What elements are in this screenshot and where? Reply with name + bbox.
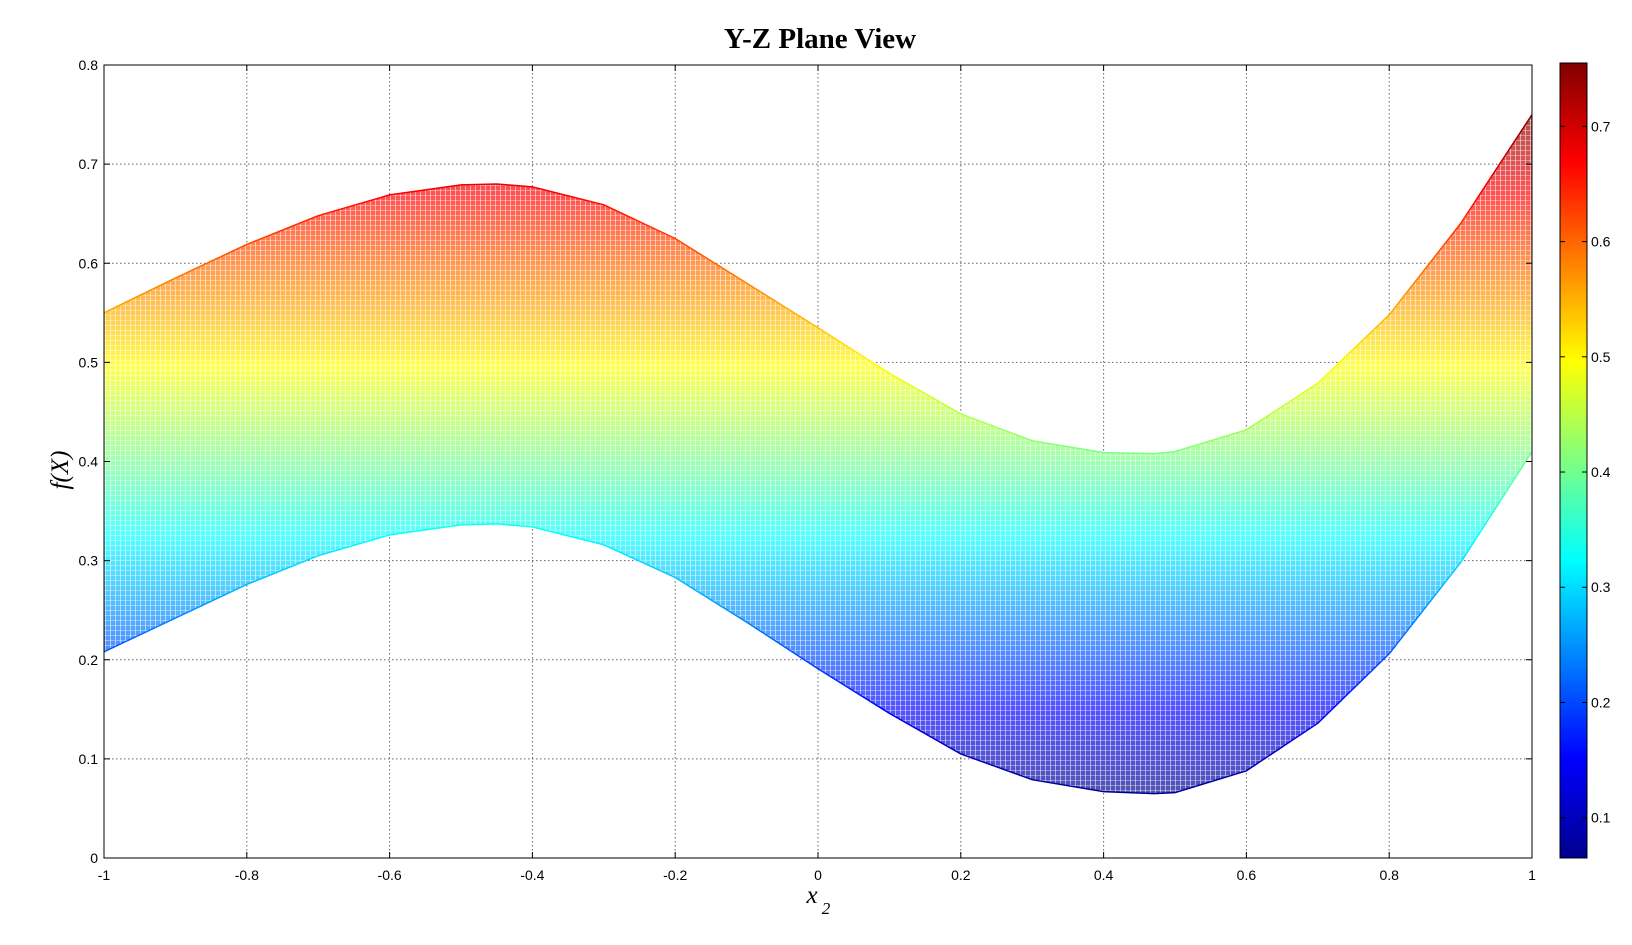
x-tick-label: 0.8 bbox=[1379, 867, 1399, 883]
x-tick-label: 1 bbox=[1528, 867, 1536, 883]
y-tick-label: 0.1 bbox=[79, 751, 99, 767]
colorbar-gradient bbox=[1559, 62, 1588, 859]
x-tick-label: -1 bbox=[98, 867, 111, 883]
colorbar-tick-label: 0.4 bbox=[1591, 464, 1611, 480]
y-tick-label: 0.7 bbox=[79, 156, 99, 172]
plot-area: -1 -0.8 -0.6 -0.4 -0.2 0 0.2 0.4 0.6 0.8 1 0 0.1 0.2… bbox=[79, 57, 1537, 883]
colorbar-tick-label: 0.7 bbox=[1591, 118, 1611, 134]
y-tick-label: 0.8 bbox=[79, 57, 99, 73]
y-axis-ticks: 0 0.1 0.2 0.3 0.4 0.5 0.6 0.7 0.8 bbox=[79, 57, 1532, 866]
y-tick-label: 0.2 bbox=[79, 652, 99, 668]
x-axis-label-subscript: 2 bbox=[822, 899, 831, 918]
y-tick-label: 0.4 bbox=[79, 454, 99, 470]
surface-lower-edge bbox=[104, 451, 1532, 795]
x-tick-label: -0.2 bbox=[663, 867, 687, 883]
y-tick-label: 0.5 bbox=[79, 354, 99, 370]
x-tick-label: 0.4 bbox=[1094, 867, 1114, 883]
colorbar-tick-label: 0.3 bbox=[1591, 579, 1611, 595]
surface-band bbox=[104, 114, 1532, 795]
colorbar-ticks: 0.1 0.2 0.3 0.4 0.5 0.6 0.7 bbox=[1560, 118, 1611, 826]
colorbar-tick-label: 0.5 bbox=[1591, 349, 1611, 365]
y-axis-label: f(X) bbox=[47, 451, 74, 490]
x-tick-label: -0.8 bbox=[235, 867, 259, 883]
x-axis-label-main: x bbox=[805, 882, 817, 909]
x-axis-ticks: -1 -0.8 -0.6 -0.4 -0.2 0 0.2 0.4 0.6 0.8 1 bbox=[98, 65, 1536, 883]
colorbar-tick-label: 0.2 bbox=[1591, 694, 1611, 710]
x-tick-label: 0.2 bbox=[951, 867, 971, 883]
colorbar-tick-label: 0.1 bbox=[1591, 810, 1611, 826]
y-tick-label: 0 bbox=[90, 850, 98, 866]
x-tick-label: 0 bbox=[814, 867, 822, 883]
surface-upper-edge bbox=[104, 114, 1532, 455]
x-tick-label: -0.4 bbox=[520, 867, 544, 883]
chart-title: Y-Z Plane View bbox=[724, 23, 916, 55]
surface-mesh bbox=[104, 114, 1532, 794]
y-tick-label: 0.3 bbox=[79, 553, 99, 569]
colorbar-tick-label: 0.6 bbox=[1591, 234, 1611, 250]
x-tick-label: 0.6 bbox=[1237, 867, 1257, 883]
x-axis-label: x 2 bbox=[805, 882, 830, 918]
colorbar: 0.1 0.2 0.3 0.4 0.5 0.6 0.7 bbox=[1559, 62, 1611, 859]
y-tick-label: 0.6 bbox=[79, 255, 99, 271]
x-tick-label: -0.6 bbox=[378, 867, 402, 883]
